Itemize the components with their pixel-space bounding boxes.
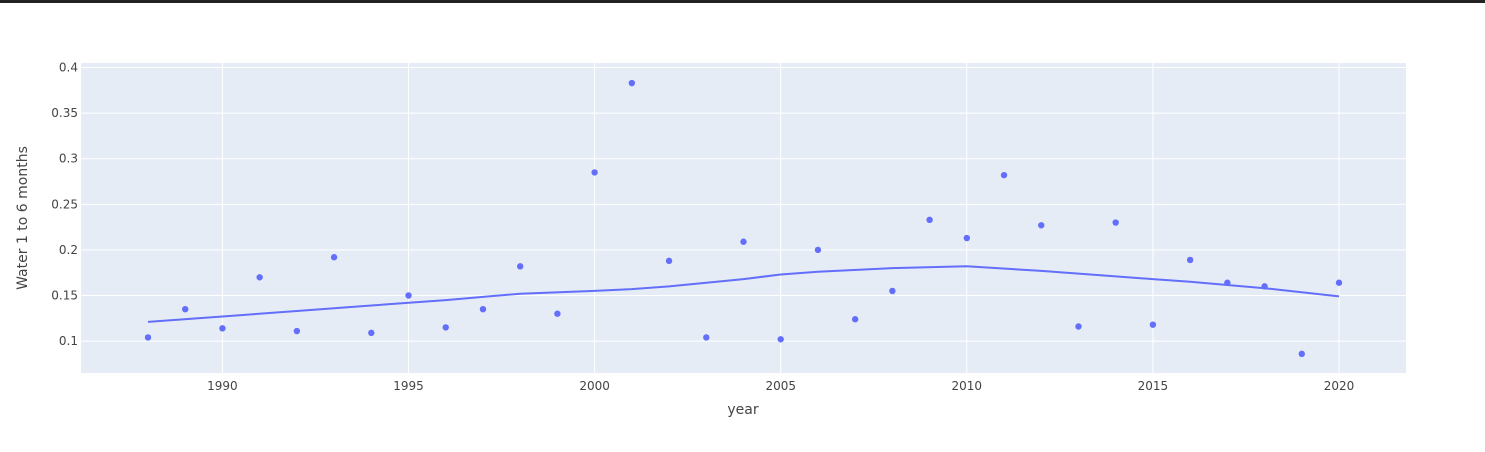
data-point	[293, 327, 301, 335]
data-point	[182, 305, 189, 313]
data-point	[703, 334, 710, 341]
data-point	[851, 316, 859, 323]
data-points	[144, 79, 1343, 358]
data-point	[144, 334, 152, 341]
data-point	[554, 310, 561, 317]
data-point	[1112, 219, 1119, 226]
data-point	[479, 305, 487, 313]
data-point	[777, 336, 784, 343]
y-tick-label: 0.4	[59, 61, 78, 75]
top-border	[0, 0, 1485, 3]
data-point	[591, 169, 598, 176]
y-tick-label: 0.2	[59, 243, 78, 257]
data-point	[516, 263, 524, 270]
data-point	[814, 246, 822, 254]
data-point	[628, 79, 636, 87]
x-tick-label: 2015	[1138, 379, 1169, 393]
trend-line	[147, 265, 1340, 323]
data-point	[1075, 323, 1082, 330]
plot-background	[81, 63, 1406, 373]
x-tick-label: 2020	[1324, 379, 1355, 393]
data-point	[740, 238, 747, 245]
data-point	[1186, 256, 1194, 264]
y-tick-label: 0.3	[59, 152, 78, 166]
y-axis-title: Water 1 to 6 months	[15, 146, 31, 290]
data-point	[256, 274, 263, 281]
x-tick-label: 2000	[579, 379, 610, 393]
data-point	[963, 234, 971, 242]
data-point	[1298, 350, 1305, 358]
data-point	[219, 325, 226, 332]
x-tick-label: 1990	[207, 379, 238, 393]
x-tick-label: 2010	[952, 379, 983, 393]
data-point	[1261, 283, 1268, 290]
data-point	[442, 324, 449, 331]
data-point	[405, 292, 412, 299]
data-point	[926, 216, 933, 224]
x-tick-label: 1995	[393, 379, 424, 393]
y-tick-label: 0.35	[51, 106, 78, 120]
x-gridlines	[221, 63, 1340, 373]
data-point	[1335, 279, 1343, 286]
y-tick-label: 0.15	[51, 289, 78, 303]
y-gridlines	[81, 67, 1406, 342]
x-axis-title: year	[727, 402, 758, 418]
y-tick-label: 0.1	[59, 334, 78, 348]
data-point	[1038, 222, 1045, 229]
data-point	[1224, 279, 1231, 286]
y-tick-labels: 0.1 0.15 0.2 0.25 0.3 0.35 0.4	[51, 61, 78, 349]
data-point	[665, 257, 673, 265]
x-tick-label: 2005	[765, 379, 796, 393]
x-tick-labels: 1990 1995 2000 2005 2010 2015 2020	[207, 379, 1354, 393]
data-point	[1149, 321, 1157, 328]
data-point	[1000, 171, 1008, 179]
data-point	[368, 329, 375, 337]
y-tick-label: 0.25	[51, 197, 78, 211]
data-point	[330, 254, 338, 261]
data-point	[889, 287, 896, 295]
